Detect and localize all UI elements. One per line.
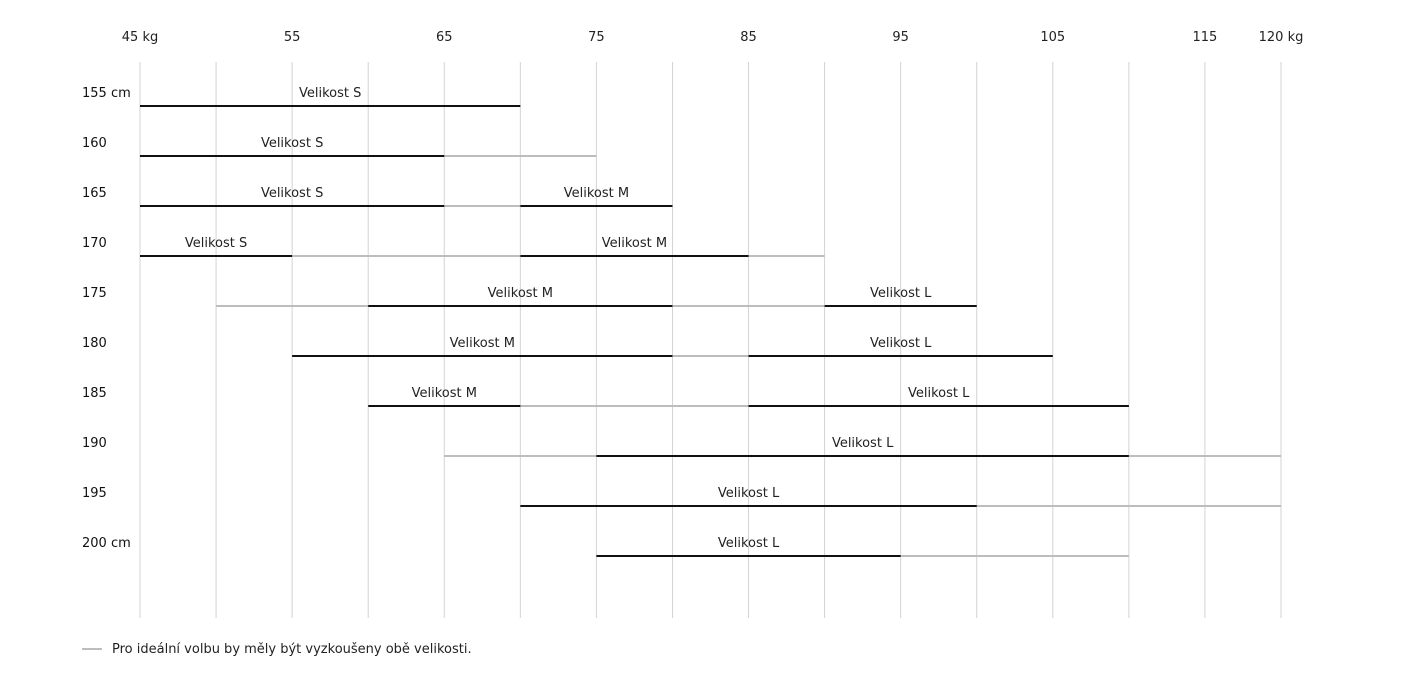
x-tick-label: 95 [892,30,909,45]
height-label: 200 cm [82,536,131,551]
size-label: Velikost L [718,536,780,551]
height-label: 190 [82,436,107,451]
size-label: Velikost L [832,436,894,451]
legend: Pro ideální volbu by měly být vyzkoušeny… [82,640,472,658]
size-row: 190 Velikost L [82,436,1281,457]
size-row: 195 Velikost L [82,486,1281,507]
size-row: 155 cm Velikost S [82,86,521,107]
size-row: 200 cm Velikost L [82,536,1129,557]
x-tick-label: 120 kg [1259,30,1304,45]
x-tick-label: 85 [740,30,757,45]
height-label: 175 [82,286,107,301]
x-tick-label: 115 [1193,30,1218,45]
size-label: Velikost S [299,86,361,101]
size-label: Velikost L [718,486,780,501]
height-label: 185 [82,386,107,401]
x-tick-label: 105 [1040,30,1065,45]
size-label: Velikost M [602,236,667,251]
x-axis-ticks: 45 kg 55 65 75 85 95 105 115 120 kg [122,30,1304,45]
size-label: Velikost L [870,336,932,351]
size-row: 175 Velikost M Velikost L [82,286,977,307]
size-rows: 155 cm Velikost S 160 Velikost S 165 Velikost… [82,86,1281,557]
size-row: 160 Velikost S [82,136,597,157]
x-tick-label: 65 [436,30,453,45]
size-row: 180 Velikost M Velikost L [82,336,1053,357]
height-label: 155 cm [82,86,131,101]
x-tick-label: 55 [284,30,301,45]
height-label: 160 [82,136,107,151]
size-label: Velikost S [261,136,323,151]
height-label: 165 [82,186,107,201]
height-label: 195 [82,486,107,501]
size-label: Velikost S [261,186,323,201]
size-label: Velikost S [185,236,247,251]
size-label: Velikost M [564,186,629,201]
size-label: Velikost L [870,286,932,301]
x-tick-label: 45 kg [122,30,158,45]
size-label: Velikost L [908,386,970,401]
size-row: 170 Velikost S Velikost M [82,236,825,257]
gridlines [139,62,1282,618]
legend-swatch-both [82,648,102,650]
size-row: 165 Velikost S Velikost M [82,186,673,207]
height-label: 170 [82,236,107,251]
size-label: Velikost M [488,286,553,301]
height-label: 180 [82,336,107,351]
size-label: Velikost M [450,336,515,351]
size-row: 185 Velikost M Velikost L [82,386,1129,407]
size-label: Velikost M [412,386,477,401]
legend-label: Pro ideální volbu by měly být vyzkoušeny… [112,641,472,657]
x-tick-label: 75 [588,30,605,45]
